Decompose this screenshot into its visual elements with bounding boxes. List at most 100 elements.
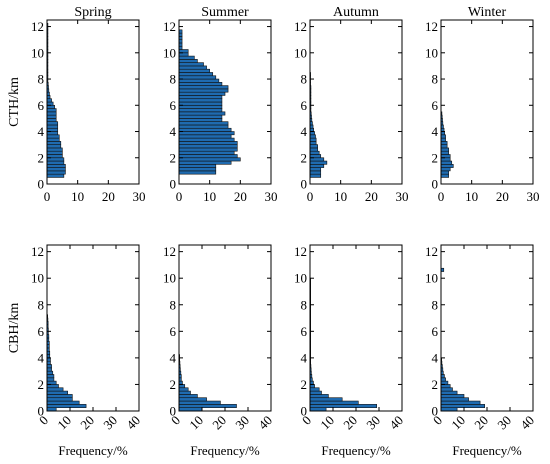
y-tick-label: 12: [163, 19, 176, 34]
bar: [309, 170, 322, 175]
y-tick-label: 8: [38, 297, 45, 312]
y-tick-label: 0: [170, 177, 177, 192]
bar: [178, 98, 223, 103]
bar: [440, 377, 446, 382]
x-axis-label: Frequency/%: [321, 443, 390, 458]
axes-frame: [309, 244, 403, 412]
y-tick-label: 12: [31, 19, 44, 34]
y-tick-label: 10: [163, 271, 176, 286]
bar: [309, 160, 328, 165]
y-tick-label: 6: [38, 98, 45, 113]
axes-frame: [178, 19, 272, 185]
bar: [46, 170, 66, 175]
bar: [440, 170, 449, 175]
bar: [46, 160, 65, 165]
x-tick-label: 0: [307, 189, 314, 204]
y-tick-label: 6: [432, 98, 439, 113]
bar: [178, 127, 232, 132]
x-tick-label: 20: [496, 189, 509, 204]
bar: [440, 164, 454, 168]
bar: [46, 108, 57, 113]
bar: [309, 404, 377, 408]
y-tick-label: 6: [170, 324, 177, 339]
y-tick-label: 2: [432, 150, 439, 165]
bar: [309, 167, 322, 172]
bar: [309, 173, 322, 178]
panel-title-winter: Winter: [468, 5, 507, 20]
x-tick-label: 0: [438, 189, 445, 204]
x-tick-label: 40: [123, 413, 143, 433]
bar: [178, 170, 217, 175]
y-tick-label: 8: [432, 72, 439, 87]
y-tick-label: 6: [38, 324, 45, 339]
panel-title-summer: Summer: [201, 5, 249, 20]
panel-title-autumn: Autumn: [333, 5, 379, 20]
bar: [46, 404, 87, 408]
y-tick-label: 8: [301, 297, 308, 312]
y-tick-label: 8: [432, 297, 439, 312]
bar: [178, 111, 226, 116]
x-tick-label: 40: [386, 413, 406, 433]
bar: [440, 397, 469, 402]
x-tick-label: 10: [203, 189, 216, 204]
x-tick-label: 10: [317, 413, 337, 433]
bar: [309, 400, 359, 405]
x-tick-label: 30: [396, 189, 409, 204]
y-tick-label: 10: [425, 271, 438, 286]
x-tick-label: 20: [102, 189, 115, 204]
bar: [46, 400, 80, 405]
x-tick-label: 20: [365, 189, 378, 204]
bar: [178, 397, 207, 402]
bar: [178, 118, 223, 122]
bar: [178, 104, 223, 109]
panel-title-spring: Spring: [74, 5, 111, 20]
bar: [46, 370, 54, 375]
bar: [178, 160, 232, 165]
y-tick-label: 10: [31, 271, 44, 286]
bar: [440, 167, 451, 172]
bar: [440, 404, 486, 408]
bar: [440, 147, 449, 152]
bar: [178, 131, 235, 136]
bar: [309, 137, 317, 142]
bar: [178, 404, 237, 408]
bar: [309, 387, 320, 392]
x-tick-label: 30: [363, 413, 383, 433]
bar: [46, 374, 55, 379]
y-tick-label: 2: [38, 150, 45, 165]
bar: [178, 134, 232, 139]
bar: [440, 137, 446, 142]
bar: [440, 390, 458, 395]
y-tick-label: 6: [301, 98, 308, 113]
bar: [440, 160, 453, 165]
bar: [178, 55, 195, 60]
bar: [440, 400, 481, 405]
y-tick-label: 12: [163, 244, 176, 259]
bar: [46, 118, 57, 122]
y-tick-label: 4: [170, 124, 177, 139]
x-tick-label: 10: [448, 413, 468, 433]
panel-summer-row-1: Summer 0 2 4 6 8 10 12 0 10 20 30: [163, 5, 278, 204]
bar: [46, 173, 65, 178]
bar: [178, 78, 220, 83]
x-tick-label: 10: [54, 413, 74, 433]
bar: [178, 82, 223, 86]
y-tick-label: 10: [294, 271, 307, 286]
bar: [178, 150, 235, 155]
panel-autumn-row-1: Autumn 0 2 4 6 8 10 12 0 10 20 30: [294, 5, 409, 204]
bar: [46, 164, 66, 168]
y-tick-label: 6: [301, 324, 308, 339]
bar: [46, 121, 59, 126]
axes-frame: [178, 244, 272, 412]
x-tick-label: 30: [100, 413, 120, 433]
bar: [46, 141, 62, 145]
x-tick-label: 40: [255, 413, 275, 433]
bar: [46, 137, 60, 142]
x-tick-label: 10: [186, 413, 206, 433]
y-tick-label: 12: [425, 19, 438, 34]
y-tick-label: 12: [31, 244, 44, 259]
bar: [46, 360, 51, 365]
bar: [178, 85, 229, 90]
bar: [440, 374, 445, 379]
